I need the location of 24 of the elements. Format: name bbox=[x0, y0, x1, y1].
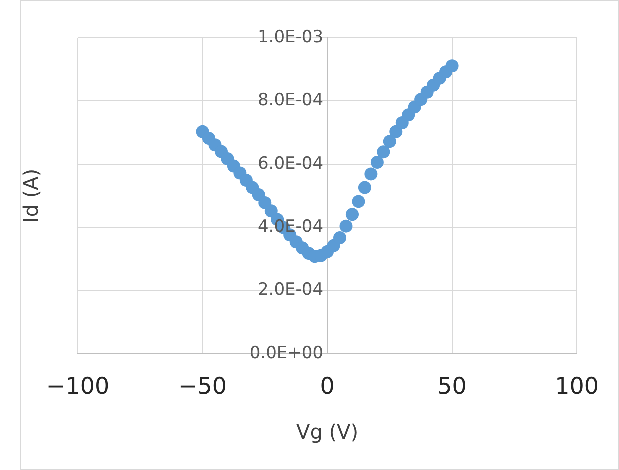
y-axis-title: Id (A) bbox=[19, 168, 44, 224]
point bbox=[370, 156, 384, 170]
point bbox=[340, 220, 353, 233]
y-tick-label: 1.0E-03 bbox=[258, 27, 324, 48]
point bbox=[358, 181, 372, 194]
y-tick-label: 6.0E-04 bbox=[258, 154, 324, 174]
x-tick-label: −100 bbox=[46, 374, 110, 400]
x-axis-title: Vg (V) bbox=[296, 420, 359, 444]
point bbox=[264, 204, 278, 218]
y-tick-label: 0.0E+00 bbox=[250, 343, 324, 364]
point bbox=[364, 168, 378, 181]
point bbox=[377, 146, 390, 159]
point bbox=[446, 60, 459, 73]
x-tick-label: −50 bbox=[178, 374, 228, 400]
point bbox=[352, 195, 366, 208]
x-tick-label: 0 bbox=[320, 374, 335, 400]
point bbox=[334, 232, 346, 245]
x-tick-label: 50 bbox=[438, 374, 467, 400]
point bbox=[390, 125, 403, 138]
y-tick-label: 8.0E-04 bbox=[258, 90, 324, 111]
x-tick-label: 100 bbox=[555, 374, 600, 400]
y-tick-label: 2.0E-04 bbox=[258, 280, 324, 300]
point bbox=[383, 135, 396, 148]
point bbox=[346, 208, 359, 222]
